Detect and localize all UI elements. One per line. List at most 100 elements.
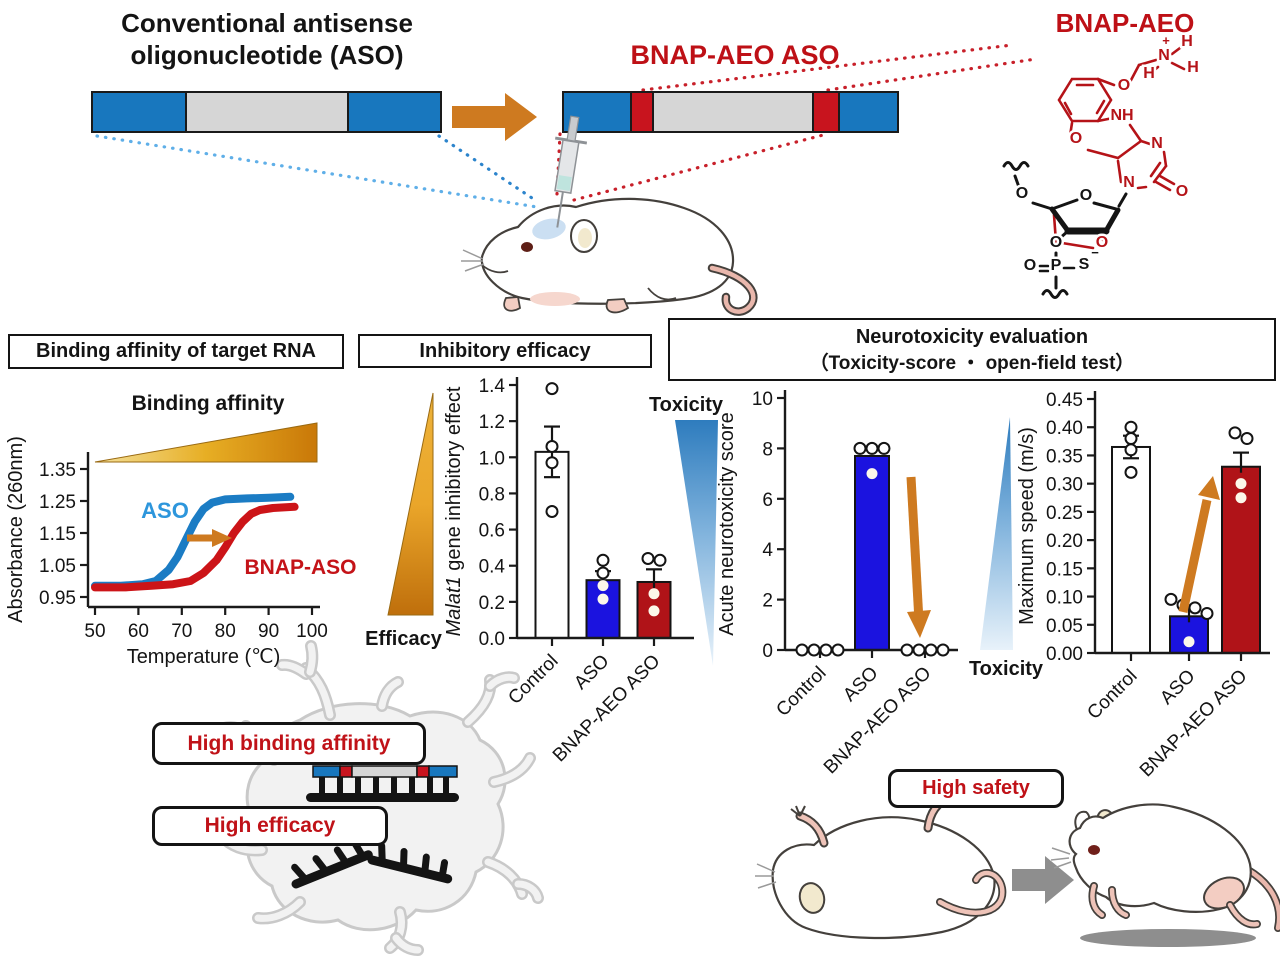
y-tick-label: 2: [762, 591, 773, 612]
mouse-ear-inner: [578, 228, 592, 248]
x-axis-label: Temperature (℃): [127, 646, 281, 668]
bnap-aeo-aso-title: BNAP-AEO ASO: [630, 40, 840, 70]
data-point: [1124, 420, 1138, 434]
y-tick-label: 1.2: [479, 412, 505, 433]
running-mouse-whiskers: [1050, 847, 1072, 869]
x-tick-label: 80: [215, 621, 236, 642]
syringe-icon: [554, 115, 588, 228]
bnap-segment-red-right: [812, 91, 840, 133]
toxicity-drop-arrow-shaft: [906, 476, 923, 613]
binding-panel-title-box: Binding affinity of target RNA: [8, 334, 344, 369]
y-tick-label: 0.4: [479, 557, 506, 578]
data-point: [831, 643, 845, 657]
bar-Control: [534, 450, 570, 639]
atom-label-1: N: [1158, 47, 1170, 64]
duplex-basepair-rungs: [319, 777, 449, 793]
toxicity-drop-arrow-head: [907, 610, 931, 638]
y-axis-label: Acute neurotoxicity score: [716, 412, 738, 635]
data-point: [807, 643, 821, 657]
bar-ASO: [854, 454, 890, 651]
speed-recovery-arrow-shaft: [1178, 499, 1212, 613]
neuron-branch-1: [278, 661, 310, 678]
data-point: [597, 580, 609, 592]
y-tick-label: 1.15: [39, 524, 76, 545]
conventional-aso-title-line1: Conventional antisense: [121, 8, 413, 38]
efficacy-wedge: [387, 392, 434, 616]
safety-mice-illustration: [755, 785, 1280, 947]
y-axis-label: Maximum speed (m/s): [1016, 427, 1038, 625]
efficacy-panel-title-box: Inhibitory efficacy: [358, 334, 652, 368]
data-point: [865, 441, 879, 455]
data-point: [545, 456, 559, 470]
bnap-segment-red-left: [630, 91, 654, 133]
data-point: [545, 505, 559, 518]
atom-label-4: H: [1187, 59, 1199, 76]
y-tick-label: 0.95: [39, 588, 76, 609]
bnap-aso-curve-label: BNAP-ASO: [244, 556, 357, 579]
atom-label-17: S: [1079, 256, 1090, 273]
supine-mouse-ear: [798, 882, 826, 914]
data-point: [648, 588, 660, 600]
y-tick-label: 1.0: [479, 448, 505, 469]
structure-red-bonds: [1052, 46, 1186, 250]
y-tick-label: 0.10: [1046, 588, 1083, 609]
running-mouse-eye: [1088, 845, 1100, 855]
dotted-line-blue-right: [437, 134, 534, 200]
y-tick-label: 8: [762, 439, 773, 460]
supine-mouse-tail: [937, 870, 1005, 915]
running-mouse-frontleg1: [1090, 883, 1105, 918]
atom-label-3: H: [1181, 33, 1193, 50]
data-point: [853, 441, 867, 455]
conventional-aso-bar: [91, 91, 442, 133]
data-point: [648, 605, 660, 617]
data-point: [1124, 432, 1138, 446]
y-tick-label: 0.30: [1046, 475, 1083, 496]
x-tick-label: 90: [258, 621, 279, 642]
neuron-branch-3: [378, 678, 402, 710]
curve-BNAP-ASO: [91, 502, 299, 592]
data-point: [936, 643, 950, 657]
data-point: [596, 553, 610, 567]
supine-mouse-leg1: [797, 813, 827, 846]
y-tick-label: 0.40: [1046, 418, 1083, 439]
high-efficacy-badge: High efficacy: [152, 806, 388, 846]
bnap-aeo-aso-bar: [562, 91, 899, 133]
neurotox-panel-title-box: Neurotoxicity evaluation （Toxicity-score…: [668, 318, 1276, 381]
data-point: [795, 643, 809, 657]
y-tick-label: 0.20: [1046, 531, 1083, 552]
y-tick-label: 1.35: [39, 460, 76, 481]
data-point: [900, 643, 914, 657]
x-category-label: ASO: [1156, 666, 1199, 709]
data-point: [1124, 465, 1138, 479]
structure-black-bonds: [1002, 161, 1128, 299]
data-point: [1228, 426, 1242, 440]
supine-mouse-claws1: [790, 805, 806, 817]
aso-segment-blue-right: [347, 91, 442, 133]
y-tick-label: 0.0: [479, 629, 505, 650]
data-point: [1200, 606, 1214, 620]
supine-mouse-body: [771, 816, 996, 940]
atom-label-10: O: [1176, 183, 1188, 200]
data-point: [912, 643, 926, 657]
neuron-branch-2: [306, 642, 316, 676]
duplex-aso-strand: [312, 765, 458, 778]
atom-label-9: N: [1123, 174, 1135, 191]
y-tick-label: 0.45: [1046, 390, 1083, 411]
atom-label-6: NH: [1110, 107, 1133, 124]
x-category-label: Control: [1083, 666, 1141, 724]
data-point: [866, 468, 878, 480]
neurotox-title-line2: （Toxicity-score ・ open-field test）: [809, 353, 1135, 374]
rna-fragment-right: [367, 842, 453, 884]
x-tick-label: 70: [171, 621, 192, 642]
atom-label-14: O: [1050, 234, 1062, 251]
aso-rna-duplex: [306, 765, 459, 802]
mouse-hind-foot: [605, 298, 630, 314]
y-tick-label: 0.35: [1046, 446, 1083, 467]
high-safety-badge: High safety: [888, 769, 1064, 808]
neuron-branch-7: [484, 858, 526, 898]
y-tick-label: 1.05: [39, 556, 76, 577]
atom-label-8: N: [1151, 135, 1163, 152]
x-category-label: Control: [772, 663, 830, 721]
data-point: [596, 566, 610, 580]
